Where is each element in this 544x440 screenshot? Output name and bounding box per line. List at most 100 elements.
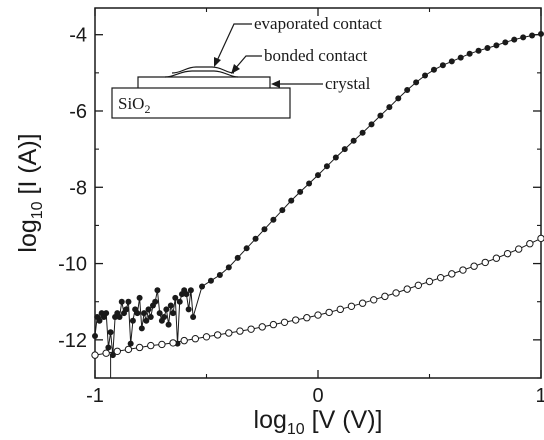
filled-data-point bbox=[107, 329, 114, 336]
filled-data-point bbox=[520, 34, 527, 41]
inset-schematic: evaporated contact bonded contact crysta… bbox=[111, 14, 382, 119]
evaporated-contact-label: evaporated contact bbox=[254, 14, 382, 33]
evaporated-arrow-head bbox=[214, 57, 221, 67]
open-data-point bbox=[325, 308, 333, 317]
filled-data-point bbox=[165, 321, 172, 328]
evaporated-arrow bbox=[215, 23, 252, 64]
open-data-point bbox=[158, 340, 166, 349]
open-data-point bbox=[381, 292, 389, 301]
filled-data-point bbox=[123, 306, 130, 313]
filled-data-point bbox=[183, 291, 190, 298]
filled-data-point bbox=[152, 298, 159, 305]
filled-data-point bbox=[143, 317, 150, 324]
y-tick-label: -4 bbox=[69, 25, 87, 47]
filled-data-point bbox=[234, 254, 241, 261]
open-data-point bbox=[247, 325, 255, 333]
open-data-point bbox=[169, 339, 177, 347]
filled-data-point bbox=[395, 95, 402, 102]
y-axis-label-sub: 10 bbox=[29, 201, 46, 219]
filled-data-point bbox=[161, 313, 168, 320]
bonded-contact-label: bonded contact bbox=[264, 46, 368, 65]
filled-data-point bbox=[422, 72, 429, 79]
filled-data-point bbox=[430, 66, 437, 73]
sio2-label-sub: 2 bbox=[144, 102, 150, 116]
x-axis-label-base: log bbox=[254, 406, 287, 434]
filled-data-point bbox=[261, 226, 268, 233]
tick-group: -1 0 1-12-10-8-6-4 bbox=[58, 8, 544, 407]
open-data-point bbox=[459, 266, 467, 274]
crystal-arrow-head bbox=[271, 80, 280, 88]
open-data-point bbox=[414, 281, 423, 290]
filled-data-point bbox=[176, 298, 183, 305]
open-data-point bbox=[481, 258, 489, 267]
filled-data-point bbox=[315, 172, 321, 179]
filled-data-point bbox=[270, 216, 277, 223]
open-data-point bbox=[515, 245, 523, 253]
filled-data-point bbox=[529, 32, 536, 39]
open-data-point bbox=[392, 289, 400, 297]
filled-data-point bbox=[129, 317, 136, 324]
filled-data-point bbox=[96, 317, 103, 324]
x-axis-label-sub: 10 bbox=[287, 421, 305, 438]
filled-data-point bbox=[288, 197, 295, 204]
open-data-point bbox=[225, 329, 233, 337]
bonded-contact bbox=[164, 70, 239, 78]
open-data-point bbox=[526, 240, 534, 248]
x-tick-label: -1 bbox=[86, 385, 104, 407]
open-data-point bbox=[147, 341, 155, 350]
sio2-substrate bbox=[111, 87, 291, 119]
filled-data-point bbox=[493, 42, 500, 49]
open-data-point bbox=[336, 305, 344, 314]
filled-data-point bbox=[225, 264, 232, 271]
open-data-point bbox=[213, 331, 222, 339]
filled-data-point bbox=[154, 287, 161, 294]
filled-data-point bbox=[511, 36, 518, 43]
open-data-point bbox=[180, 336, 188, 345]
filled-series bbox=[92, 30, 544, 378]
sio2-label-base: SiO bbox=[118, 94, 144, 113]
open-data-point bbox=[113, 347, 122, 355]
filled-data-point bbox=[297, 188, 304, 195]
bonded-arrow-head bbox=[231, 64, 240, 74]
open-data-point bbox=[258, 323, 266, 331]
open-data-point bbox=[292, 316, 300, 324]
filled-data-point bbox=[109, 352, 116, 359]
filled-data-point bbox=[484, 45, 491, 52]
filled-data-point bbox=[190, 313, 197, 320]
open-data-point bbox=[135, 343, 144, 352]
filled-data-point bbox=[448, 58, 455, 65]
filled-data-point bbox=[125, 298, 132, 305]
open-data-point bbox=[124, 345, 133, 354]
filled-data-point bbox=[134, 310, 141, 317]
filled-data-point bbox=[359, 129, 366, 136]
y-tick-label: -8 bbox=[69, 177, 87, 199]
y-axis-label-rest: [I (A)] bbox=[14, 133, 42, 201]
y-axis-label-base: log bbox=[14, 219, 42, 252]
open-data-point bbox=[280, 318, 289, 327]
x-tick-label: 0 bbox=[312, 385, 323, 407]
open-data-point bbox=[492, 254, 501, 262]
filled-data-point bbox=[323, 163, 330, 170]
filled-data-point bbox=[306, 180, 313, 187]
filled-data-point bbox=[138, 325, 145, 332]
open-data-point bbox=[91, 351, 99, 359]
filled-data-point bbox=[187, 287, 194, 294]
filled-data-point bbox=[341, 146, 348, 153]
y-tick-label: -6 bbox=[69, 101, 87, 123]
sio2-label: SiO2 bbox=[118, 94, 150, 116]
filled-data-point bbox=[92, 333, 98, 340]
filled-data-point bbox=[145, 306, 152, 313]
filled-data-point bbox=[439, 62, 446, 69]
filled-data-point bbox=[116, 313, 123, 320]
open-data-point bbox=[191, 335, 200, 343]
open-data-point bbox=[436, 273, 445, 282]
filled-data-point bbox=[404, 87, 411, 94]
filled-data-point bbox=[170, 310, 177, 317]
open-data-point bbox=[425, 277, 434, 286]
filled-data-point bbox=[386, 104, 393, 111]
filled-data-point bbox=[163, 306, 170, 313]
filled-data-point bbox=[466, 50, 473, 57]
x-tick-label: 1 bbox=[535, 385, 544, 407]
open-data-point bbox=[102, 349, 110, 357]
